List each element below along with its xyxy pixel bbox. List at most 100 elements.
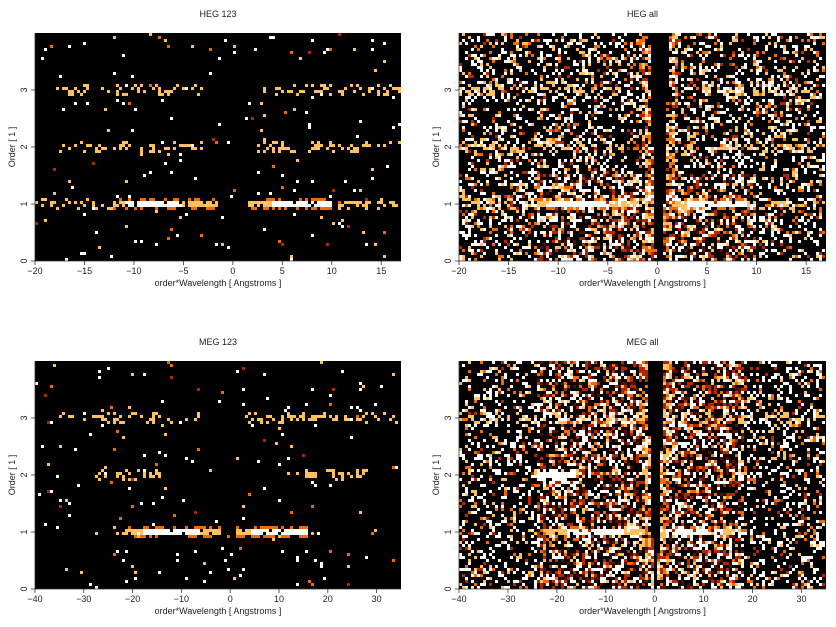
heatmap-cell: [729, 204, 732, 207]
heatmap-cell: [714, 69, 717, 72]
heatmap-cell: [537, 207, 540, 210]
heatmap-cell: [744, 192, 747, 195]
heatmap-cell: [696, 117, 699, 120]
heatmap-cell: [630, 192, 633, 195]
heatmap-cell: [122, 475, 125, 478]
heatmap-cell: [525, 42, 528, 45]
heatmap-cell: [648, 111, 651, 114]
heatmap-cell: [119, 144, 122, 147]
heatmap-cell: [543, 159, 546, 162]
heatmap-cell: [380, 198, 383, 201]
heatmap-cell: [651, 174, 654, 177]
heatmap-cell: [687, 201, 690, 204]
heatmap-cell: [128, 406, 131, 409]
heatmap-cell: [615, 225, 618, 228]
heatmap-cell: [579, 90, 582, 93]
heatmap-cell: [588, 361, 591, 364]
heatmap-cell: [759, 219, 762, 222]
heatmap-cell: [302, 454, 305, 457]
heatmap-cell: [167, 90, 170, 93]
heatmap-cell: [753, 42, 756, 45]
heatmap-cell: [134, 207, 137, 210]
heatmap-cell: [774, 90, 777, 93]
heatmap-cell: [606, 183, 609, 186]
heatmap-cell: [471, 165, 474, 168]
heatmap-cell: [311, 481, 314, 484]
heatmap-cells: [35, 361, 398, 589]
heatmap-cell: [666, 129, 669, 132]
heatmap-cell: [558, 204, 561, 207]
heatmap-cell: [690, 153, 693, 156]
heatmap-cell: [606, 129, 609, 132]
heatmap-cell: [275, 529, 278, 532]
heatmap-cell: [780, 135, 783, 138]
heatmap-cell: [537, 201, 540, 204]
heatmap-cell: [810, 93, 813, 96]
heatmap-cell: [642, 225, 645, 228]
heatmap-cell: [311, 198, 314, 201]
heatmap-cell: [131, 478, 134, 481]
heatmap-cell: [732, 138, 735, 141]
heatmap-cell: [669, 204, 672, 207]
heatmap-cell: [525, 51, 528, 54]
heatmap-cell: [287, 90, 290, 93]
heatmap-cell: [798, 123, 801, 126]
heatmap-cell: [684, 201, 687, 204]
heatmap-cell: [699, 66, 702, 69]
heatmap-cell: [768, 81, 771, 84]
heatmap-cell: [119, 415, 122, 418]
heatmap-cell: [489, 153, 492, 156]
heatmap-cell: [795, 81, 798, 84]
heatmap-cell: [642, 105, 645, 108]
heatmap-cell: [768, 186, 771, 189]
heatmap-cell: [233, 51, 236, 54]
heatmap-cell: [600, 75, 603, 78]
heatmap-cell: [810, 87, 813, 90]
heatmap-cell: [122, 559, 125, 562]
heatmap-cell: [672, 111, 675, 114]
heatmap-cell: [579, 159, 582, 162]
heatmap-cell: [507, 93, 510, 96]
heatmap-cell: [606, 246, 609, 249]
heatmap-cell: [756, 138, 759, 141]
heatmap-cell: [720, 234, 723, 237]
heatmap-cell: [552, 228, 555, 231]
heatmap-cell: [579, 36, 582, 39]
heatmap-cell: [672, 72, 675, 75]
heatmap-cell: [555, 198, 558, 201]
heatmap-cell: [762, 228, 765, 231]
heatmap-cell: [648, 162, 651, 165]
heatmap-cell: [738, 117, 741, 120]
heatmap-cell: [323, 87, 326, 90]
heatmap-cell: [573, 249, 576, 252]
heatmap-cell: [540, 75, 543, 78]
heatmap-cell: [663, 204, 666, 207]
heatmap-cell: [642, 99, 645, 102]
heatmap-cell: [269, 198, 272, 201]
heatmap-cell: [759, 192, 762, 195]
heatmap-cell: [621, 258, 624, 261]
heatmap-cell: [371, 87, 374, 90]
heatmap-cell: [732, 192, 735, 195]
heatmap-cell: [197, 526, 200, 529]
heatmap-cell: [362, 144, 365, 147]
heatmap-cell: [350, 201, 353, 204]
x-tick-label: −5: [603, 266, 613, 276]
heatmap-cell: [128, 529, 131, 532]
heatmap-cell: [543, 96, 546, 99]
heatmap-cell: [801, 150, 804, 153]
x-tick-label: −15: [501, 266, 516, 276]
heatmap-cell: [666, 255, 669, 258]
heatmap-cell: [807, 364, 810, 367]
heatmap-cell: [717, 246, 720, 249]
heatmap-cells: [459, 33, 825, 261]
heatmap-cell: [395, 87, 398, 90]
heatmap-cell: [359, 120, 362, 123]
heatmap-cell: [95, 415, 98, 418]
heatmap-cell: [819, 258, 822, 261]
heatmap-cell: [528, 147, 531, 150]
heatmap-cell: [531, 123, 534, 126]
heatmap-cell: [618, 195, 621, 198]
heatmap-cell: [113, 207, 116, 210]
heatmap-cell: [729, 90, 732, 93]
